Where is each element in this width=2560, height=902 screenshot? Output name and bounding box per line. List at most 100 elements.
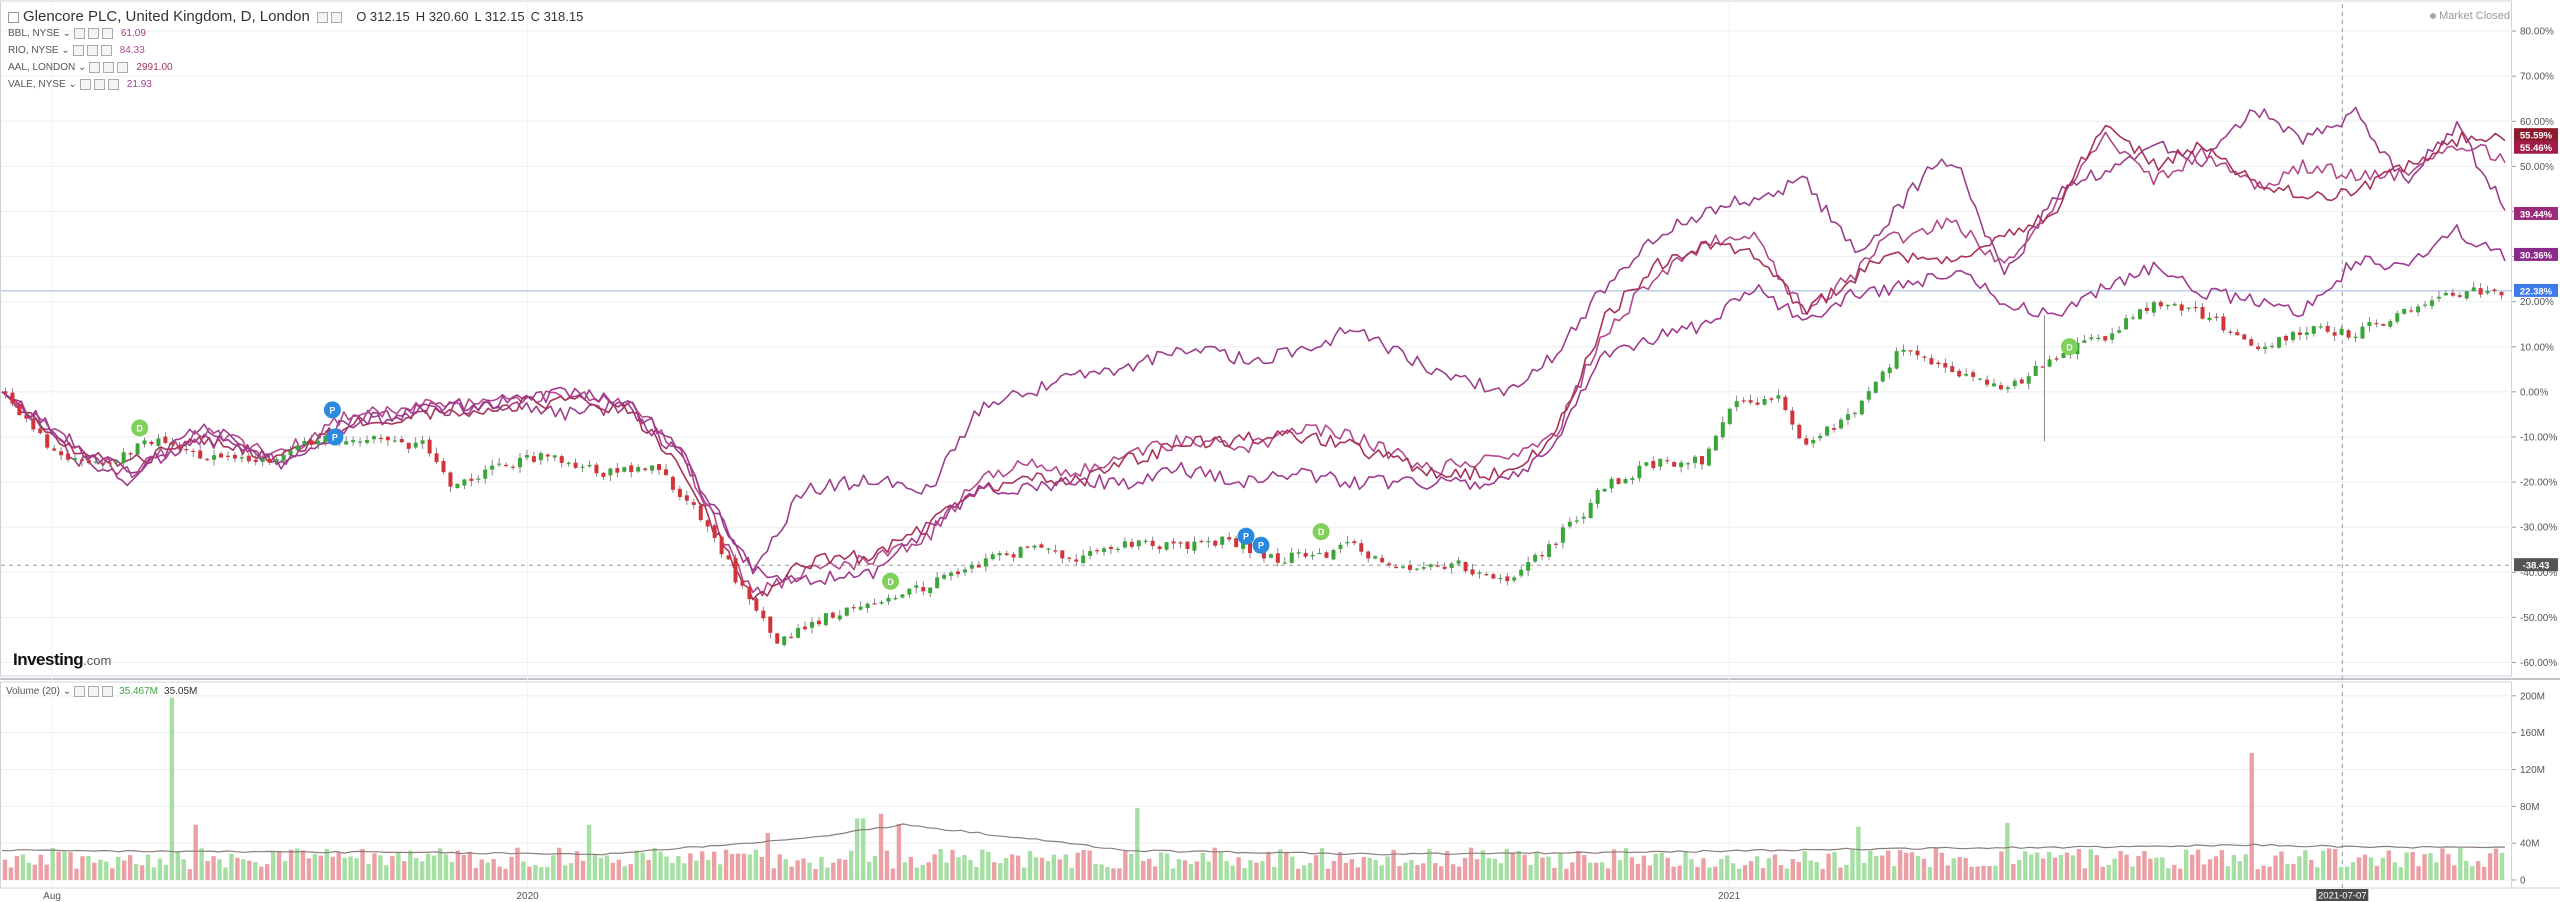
- volume-bar: [2189, 854, 2195, 880]
- volume-bar: [1224, 860, 1229, 880]
- candle-body: [809, 621, 814, 628]
- candle-body: [441, 460, 446, 473]
- volume-bar: [878, 813, 884, 880]
- volume-bar: [926, 862, 931, 880]
- volume-bar: [68, 852, 73, 880]
- volume-bar: [485, 862, 490, 880]
- volume-bar: [2255, 869, 2260, 880]
- eye-icon[interactable]: [74, 686, 86, 697]
- candle-body: [1588, 502, 1593, 519]
- volume-bar: [1051, 854, 1057, 880]
- volume-bar: [2291, 863, 2296, 880]
- eye-icon[interactable]: [331, 11, 343, 23]
- volume-bar: [1158, 852, 1164, 880]
- volume-bar: [1576, 851, 1581, 880]
- volume-bar: [735, 853, 741, 880]
- volume-bar: [1981, 865, 1986, 880]
- volume-bar: [902, 862, 908, 880]
- comparison-row[interactable]: AAL, LONDON ⌄ 2991.00: [8, 62, 173, 74]
- volume-bar: [1850, 848, 1855, 880]
- volume-bar: [1075, 852, 1080, 880]
- collapse-icon[interactable]: [8, 11, 19, 23]
- volume-bar: [944, 862, 949, 880]
- close-icon[interactable]: [101, 28, 113, 39]
- volume-bar: [574, 851, 580, 880]
- volume-bar: [437, 848, 443, 880]
- volume-bar: [831, 862, 836, 880]
- volume-bar: [1456, 866, 1462, 880]
- candle-body: [545, 454, 550, 457]
- volume-bar: [2470, 866, 2475, 880]
- volume-bar: [950, 849, 955, 880]
- volume-bar: [2261, 865, 2266, 880]
- candle-body: [1651, 460, 1656, 469]
- settings-icon[interactable]: [103, 62, 115, 73]
- candle-body: [1943, 363, 1948, 368]
- eye-icon[interactable]: [73, 28, 85, 39]
- volume-bar: [1540, 857, 1545, 880]
- volume-bar: [1021, 867, 1027, 880]
- candle-body: [1915, 350, 1920, 356]
- price-axis-value-text: 55.46%: [2520, 143, 2553, 154]
- candle-body: [1553, 543, 1558, 545]
- candle-body: [1804, 438, 1809, 445]
- candle-body: [1122, 541, 1127, 548]
- eye-icon[interactable]: [79, 79, 91, 90]
- close-icon[interactable]: [102, 686, 114, 697]
- settings-icon[interactable]: [87, 28, 99, 39]
- volume-bar: [1474, 859, 1480, 880]
- candle-body: [601, 472, 606, 477]
- candle-body: [1394, 566, 1399, 569]
- volume-bar: [270, 850, 276, 880]
- close-icon[interactable]: [107, 79, 119, 90]
- candle-body: [1699, 456, 1704, 465]
- candle-body: [1150, 540, 1155, 546]
- volume-bar: [2225, 866, 2231, 880]
- close-icon[interactable]: [117, 62, 129, 73]
- candle-body: [1929, 358, 1934, 365]
- close-icon[interactable]: [100, 45, 112, 56]
- settings-icon[interactable]: [86, 45, 98, 56]
- volume-bar: [157, 858, 163, 880]
- price-axis-value-label: [2514, 140, 2558, 154]
- volume-bar: [998, 863, 1003, 880]
- comparison-row[interactable]: RIO, NYSE ⌄ 84.33: [8, 45, 145, 57]
- candle-body: [2297, 332, 2302, 335]
- volume-legend: Volume (20) ⌄ 35.467M 35.05M: [6, 686, 198, 698]
- candle-body: [135, 443, 140, 455]
- candle-body: [2047, 359, 2052, 367]
- price-axis-value-text: 39.44%: [2520, 209, 2553, 220]
- volume-title: Volume (20): [6, 686, 60, 698]
- volume-bar: [1528, 865, 1533, 880]
- candle-body: [2443, 292, 2448, 296]
- comparison-row[interactable]: BBL, NYSE ⌄ 61.09: [8, 28, 146, 40]
- settings-icon[interactable]: [317, 11, 329, 23]
- eye-icon[interactable]: [89, 62, 101, 73]
- eye-icon[interactable]: [72, 45, 84, 56]
- volume-bar: [1278, 849, 1283, 880]
- volume-bar: [1045, 860, 1051, 880]
- settings-icon[interactable]: [93, 79, 105, 90]
- settings-icon[interactable]: [88, 686, 100, 697]
- volume-bar: [2267, 866, 2272, 880]
- volume-bar: [2070, 855, 2076, 880]
- volume-bar: [2, 859, 8, 880]
- candle-body: [205, 458, 210, 461]
- candle-body: [1345, 542, 1350, 544]
- volume-bar: [1188, 864, 1194, 880]
- volume-bar: [336, 851, 341, 880]
- comparison-row[interactable]: VALE, NYSE ⌄ 21.93: [8, 79, 152, 91]
- volume-bar: [604, 855, 610, 880]
- volume-bar: [324, 849, 329, 880]
- candle-body: [191, 450, 196, 453]
- volume-bar: [2064, 852, 2070, 880]
- volume-bar: [2040, 858, 2046, 880]
- candle-body: [1686, 463, 1691, 465]
- volume-bar: [2446, 854, 2451, 880]
- volume-bar: [2136, 855, 2141, 880]
- volume-bar: [1236, 857, 1241, 880]
- volume-bar: [598, 857, 604, 880]
- volume-bar: [2273, 855, 2278, 880]
- candle-body: [594, 464, 599, 474]
